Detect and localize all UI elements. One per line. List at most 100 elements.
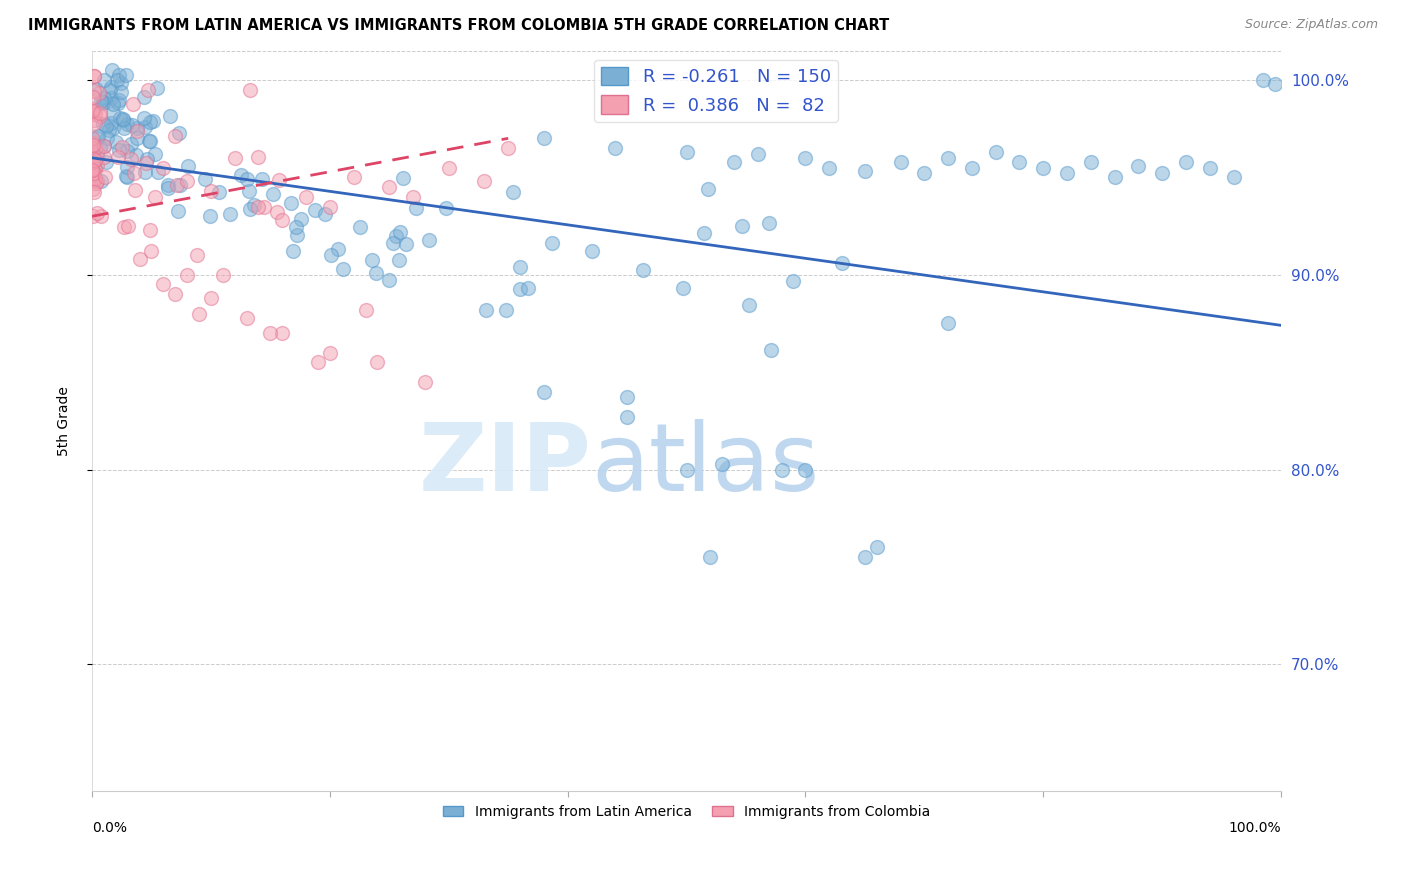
Point <box>269 172 291 186</box>
Point <box>82 102 104 116</box>
Point <box>758 217 780 231</box>
Point <box>285 227 308 242</box>
Point <box>108 93 131 107</box>
Point <box>366 266 388 280</box>
Point <box>100 79 122 94</box>
Point <box>98 122 121 136</box>
Point <box>475 303 498 318</box>
Point <box>82 154 104 169</box>
Point <box>581 244 603 259</box>
Point <box>82 182 104 196</box>
Point <box>93 73 115 87</box>
Point <box>176 174 198 188</box>
Point <box>84 141 107 155</box>
Point <box>134 120 156 134</box>
Point <box>332 261 354 276</box>
Point <box>82 162 104 177</box>
Point <box>90 209 112 223</box>
Point <box>437 161 460 175</box>
Point <box>474 174 496 188</box>
Point <box>107 150 129 164</box>
Point <box>253 200 276 214</box>
Point <box>94 169 117 184</box>
Point <box>82 103 104 118</box>
Point <box>110 85 132 99</box>
Point <box>616 391 638 405</box>
Point <box>250 172 273 186</box>
Point <box>304 202 326 217</box>
Point <box>146 81 169 95</box>
Point <box>86 145 108 160</box>
Point <box>1128 159 1150 173</box>
Point <box>114 169 136 183</box>
Point <box>936 151 959 165</box>
Point <box>616 409 638 424</box>
Point <box>418 233 440 247</box>
Point <box>136 153 159 167</box>
Point <box>115 68 138 82</box>
Point <box>354 302 377 317</box>
Point <box>93 91 115 105</box>
Point <box>89 106 111 120</box>
Point <box>86 174 108 188</box>
Point <box>239 202 262 216</box>
Point <box>146 164 169 178</box>
Point <box>105 73 128 87</box>
Point <box>93 139 115 153</box>
Point <box>127 124 149 138</box>
Point <box>135 155 157 169</box>
Point <box>93 150 115 164</box>
Point <box>378 180 401 194</box>
Point <box>198 209 221 223</box>
Point <box>392 171 415 186</box>
Point <box>236 171 259 186</box>
Point <box>169 178 191 193</box>
Point <box>104 135 127 149</box>
Point <box>405 202 427 216</box>
Point <box>890 154 912 169</box>
Point <box>117 161 139 175</box>
Point <box>200 184 222 198</box>
Point <box>434 201 457 215</box>
Point <box>381 236 404 251</box>
Point <box>142 114 165 128</box>
Point <box>125 147 148 161</box>
Point <box>90 174 112 188</box>
Point <box>328 242 350 256</box>
Point <box>699 550 721 565</box>
Point <box>167 126 190 140</box>
Point <box>108 68 131 82</box>
Point <box>960 161 983 175</box>
Point <box>239 82 262 96</box>
Point <box>502 185 524 199</box>
Point <box>675 462 697 476</box>
Point <box>1152 166 1174 180</box>
Point <box>86 128 108 143</box>
Point <box>831 256 853 270</box>
Point <box>128 252 150 266</box>
Point <box>176 268 198 282</box>
Point <box>80 131 103 145</box>
Point <box>83 161 105 175</box>
Point <box>117 219 139 233</box>
Point <box>247 150 270 164</box>
Point <box>83 166 105 180</box>
Point <box>134 165 156 179</box>
Point <box>247 200 270 214</box>
Point <box>853 164 876 178</box>
Point <box>136 82 159 96</box>
Point <box>124 166 146 180</box>
Point <box>366 355 388 369</box>
Point <box>82 209 104 223</box>
Point <box>496 141 519 155</box>
Point <box>124 183 146 197</box>
Legend: Immigrants from Latin America, Immigrants from Colombia: Immigrants from Latin America, Immigrant… <box>437 799 936 825</box>
Point <box>86 131 108 145</box>
Point <box>156 180 179 194</box>
Point <box>141 244 163 259</box>
Point <box>853 550 876 565</box>
Point <box>675 145 697 159</box>
Point <box>82 138 104 153</box>
Point <box>93 95 115 110</box>
Point <box>94 120 117 134</box>
